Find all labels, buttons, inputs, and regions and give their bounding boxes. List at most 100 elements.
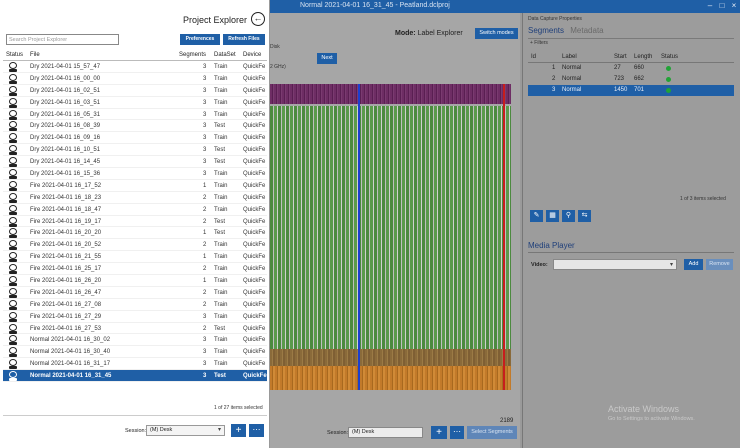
file-device: QuickFe <box>243 313 266 320</box>
file-row[interactable]: Fire 2021-04-01 16_18_47 2 Train QuickFe <box>3 204 267 216</box>
file-row[interactable]: Dry 2021-04-01 16_05_31 3 Train QuickFe <box>3 109 267 121</box>
file-name: Fire 2021-04-01 16_27_53 <box>30 325 102 332</box>
file-row[interactable]: Fire 2021-04-01 16_21_55 1 Train QuickFe <box>3 251 267 264</box>
file-name: Dry 2021-04-01 16_09_16 <box>30 135 101 142</box>
preferences-button[interactable]: Preferences <box>180 34 220 45</box>
split-icon[interactable]: ⇆ <box>578 210 591 222</box>
video-select[interactable]: ▾ <box>553 259 677 270</box>
file-segments: 3 <box>203 349 207 356</box>
file-row[interactable]: Dry 2021-04-01 16_02_51 3 Train QuickFe <box>3 85 267 97</box>
center-more-button[interactable]: ⋯ <box>450 426 464 439</box>
capture-status-icon <box>8 299 18 310</box>
window-title: Normal 2021-04-01 16_31_45 - Peatland.dc… <box>300 2 450 9</box>
select-segments-button[interactable]: Select Segments <box>467 426 517 439</box>
col-status[interactable]: Status <box>661 54 679 60</box>
file-row[interactable]: Dry 2021-04-01 16_10_51 3 Test QuickFe <box>3 144 267 157</box>
capture-status-icon <box>8 204 18 215</box>
col-length[interactable]: Length <box>634 54 653 60</box>
file-dataset: Train <box>214 182 228 189</box>
file-row[interactable]: Fire 2021-04-01 16_25_17 2 Train QuickFe <box>3 263 267 276</box>
segment-length: 660 <box>634 65 645 71</box>
search-input[interactable] <box>6 34 119 45</box>
file-device: QuickFe <box>243 325 266 332</box>
file-row[interactable]: Dry 2021-04-01 16_03_51 3 Train QuickFe <box>3 97 267 109</box>
file-name: Fire 2021-04-01 16_20_52 <box>30 242 102 249</box>
maximize-icon[interactable]: □ <box>719 1 725 10</box>
trash-icon[interactable]: ▦ <box>546 210 559 222</box>
file-segments: 2 <box>203 301 207 308</box>
col-segments[interactable]: Segments <box>179 52 207 58</box>
col-status[interactable]: Status <box>6 52 24 58</box>
segment-row[interactable]: 1 Normal 27 660 <box>528 63 734 74</box>
segment-row-selected[interactable]: 3 Normal 1450 701 <box>528 85 734 96</box>
col-start[interactable]: Start <box>614 54 627 60</box>
file-row[interactable]: Fire 2021-04-01 16_26_47 2 Train QuickFe <box>3 287 267 299</box>
add-video-button[interactable]: Add <box>684 259 703 270</box>
col-device[interactable]: Device <box>243 52 262 58</box>
file-device: QuickFe <box>243 278 266 285</box>
segment-end-cursor[interactable] <box>503 84 505 390</box>
remove-video-button[interactable]: Remove <box>706 259 733 270</box>
file-row[interactable]: Fire 2021-04-01 16_27_29 3 Train QuickFe <box>3 311 267 323</box>
file-row[interactable]: Fire 2021-04-01 16_17_52 1 Train QuickFe <box>3 180 267 192</box>
file-row[interactable]: Fire 2021-04-01 16_20_20 1 Test QuickFe <box>3 227 267 240</box>
search-icon[interactable]: ⚲ <box>562 210 575 222</box>
file-row[interactable]: Normal 2021-04-01 16_31_17 3 Train QuickFe <box>3 358 267 371</box>
session-select[interactable]: (M) Desk ▾ <box>146 425 225 436</box>
file-row[interactable]: Dry 2021-04-01 16_08_39 3 Test QuickFe <box>3 120 267 133</box>
segment-start-cursor[interactable] <box>358 84 360 390</box>
mode-indicator: Mode: Label Explorer <box>395 30 525 42</box>
file-name: Dry 2021-04-01 16_00_00 <box>30 75 101 82</box>
signal-channel-2[interactable] <box>270 106 511 349</box>
next-button[interactable]: Next <box>317 53 337 64</box>
file-segments: 3 <box>203 337 207 344</box>
back-arrow-icon[interactable]: ← <box>251 12 265 26</box>
file-row[interactable]: Fire 2021-04-01 16_27_08 2 Train QuickFe <box>3 299 267 311</box>
col-dataset[interactable]: DataSet <box>214 52 236 58</box>
minimize-icon[interactable]: – <box>707 1 713 10</box>
switch-modes-button[interactable]: Switch modes <box>475 28 518 39</box>
video-label: Video: <box>531 262 548 268</box>
file-row[interactable]: Fire 2021-04-01 16_18_23 2 Train QuickFe <box>3 192 267 204</box>
more-options-button[interactable]: ⋯ <box>249 424 264 437</box>
file-row[interactable]: Fire 2021-04-01 16_19_17 2 Test QuickFe <box>3 216 267 228</box>
refresh-files-button[interactable]: Refresh Files <box>223 34 265 45</box>
project-explorer-title: Project Explorer <box>183 15 248 25</box>
file-row[interactable]: Normal 2021-04-01 16_30_40 3 Train QuickFe <box>3 346 267 359</box>
add-file-button[interactable]: + <box>231 424 246 437</box>
capture-status-icon <box>8 145 18 156</box>
signal-channel-3[interactable] <box>270 349 511 366</box>
file-row[interactable]: Dry 2021-04-01 16_14_45 3 Test QuickFe <box>3 156 267 169</box>
file-row[interactable]: Dry 2021-04-01 16_00_00 3 Train QuickFe <box>3 73 267 85</box>
media-player-title: Media Player <box>528 241 575 250</box>
center-session-select[interactable]: (M) Desk <box>348 427 423 438</box>
tab-metadata[interactable]: Metadata <box>570 26 604 35</box>
col-label[interactable]: Label <box>562 54 577 60</box>
edit-icon[interactable]: ✎ <box>530 210 543 222</box>
file-row-selected[interactable]: Normal 2021-04-01 16_31_45 3 Test QuickFe <box>3 370 267 383</box>
file-segments: 3 <box>203 135 207 142</box>
col-id[interactable]: Id <box>531 54 537 60</box>
segment-row[interactable]: 2 Normal 723 662 <box>528 74 734 85</box>
tab-segments[interactable]: Segments <box>528 26 565 35</box>
file-row[interactable]: Dry 2021-04-01 16_15_36 3 Train QuickFe <box>3 168 267 180</box>
status-ok-icon <box>666 88 671 93</box>
capture-status-icon <box>8 192 18 203</box>
file-segments: 1 <box>203 254 207 261</box>
close-icon[interactable]: × <box>731 1 737 10</box>
file-row[interactable]: Dry 2021-04-01 16_09_16 3 Train QuickFe <box>3 132 267 145</box>
file-row[interactable]: Normal 2021-04-01 16_30_02 3 Train QuickFe <box>3 334 267 347</box>
file-row[interactable]: Fire 2021-04-01 16_27_53 2 Test QuickFe <box>3 323 267 335</box>
file-row[interactable]: Dry 2021-04-01 15_57_47 3 Train QuickFe <box>3 61 267 73</box>
file-segments: 3 <box>203 87 207 94</box>
filters-toggle[interactable]: + Filters <box>530 40 548 46</box>
file-row[interactable]: Fire 2021-04-01 16_26_20 1 Train QuickFe <box>3 275 267 287</box>
signal-channel-1[interactable] <box>270 84 511 104</box>
col-file[interactable]: File <box>30 52 40 58</box>
chevron-down-icon: ▾ <box>217 427 221 433</box>
file-device: QuickFe <box>243 159 266 166</box>
file-name: Fire 2021-04-01 16_19_17 <box>30 218 102 225</box>
signal-channel-4[interactable] <box>270 366 511 390</box>
center-add-button[interactable]: + <box>431 426 447 439</box>
file-row[interactable]: Fire 2021-04-01 16_20_52 2 Train QuickFe <box>3 239 267 252</box>
